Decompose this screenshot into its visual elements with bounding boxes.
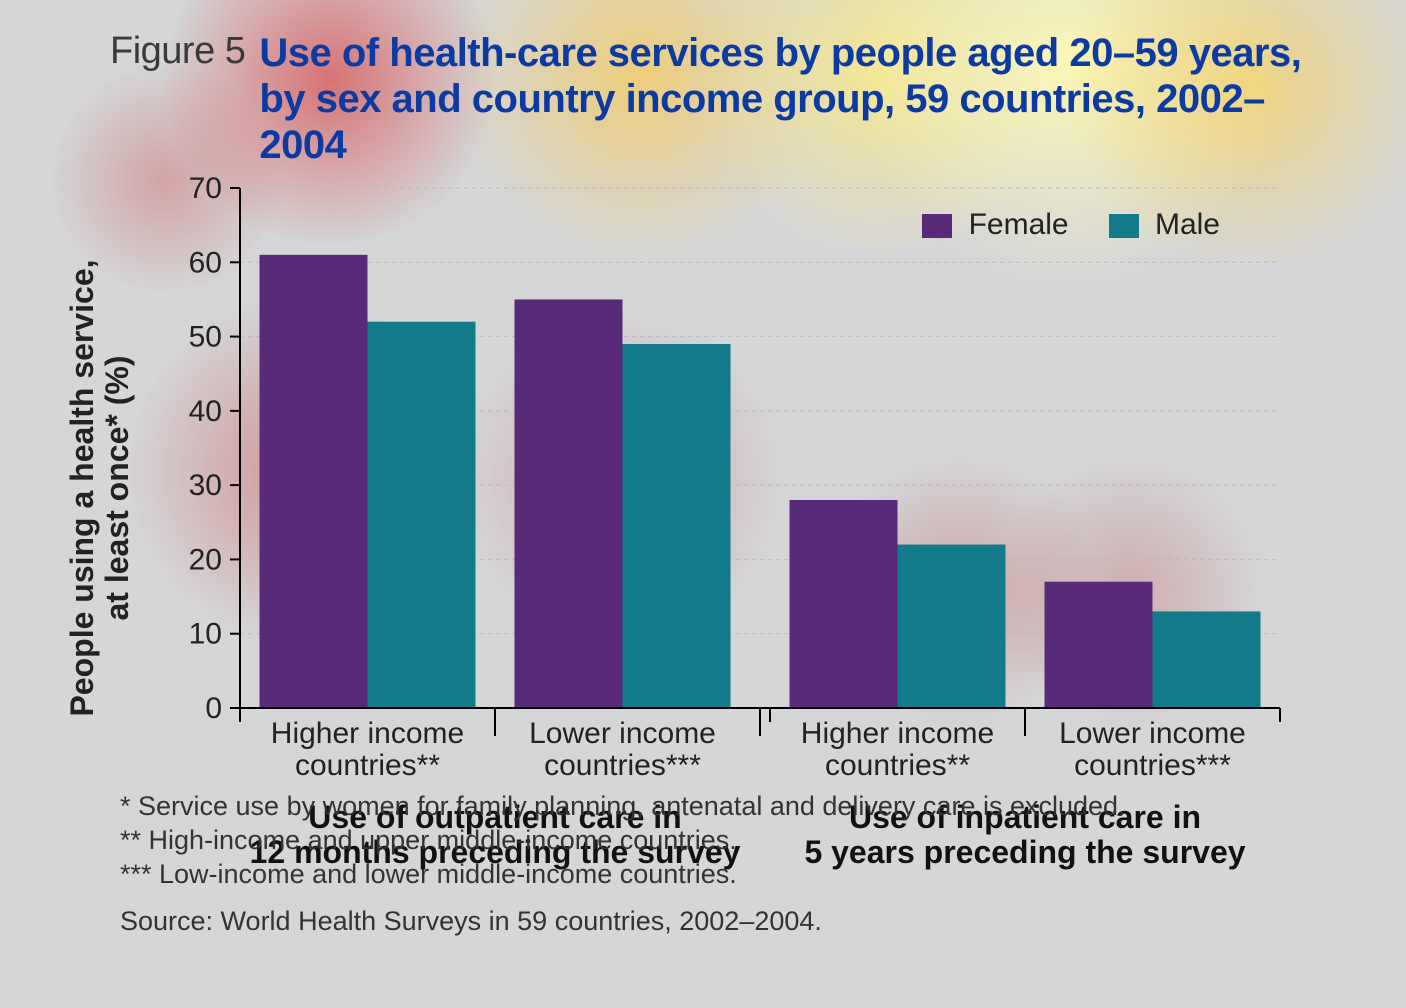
y-axis-label-line1: People using a health service,	[64, 259, 100, 716]
footnote-1: * Service use by women for family planni…	[120, 790, 1126, 824]
bar-male	[1153, 611, 1261, 708]
y-axis-label: People using a health service, at least …	[65, 259, 135, 716]
figure-label: Figure 5	[110, 30, 245, 73]
legend-swatch-male	[1109, 214, 1139, 238]
svg-text:70: 70	[189, 172, 222, 205]
bar-female	[515, 299, 623, 708]
figure-title-line1: Use of health-care services by people ag…	[259, 31, 1301, 75]
plot-area: 010203040506070 Female Male	[240, 188, 1280, 708]
footnote-2: ** High-income and upper middle-income c…	[120, 824, 1126, 858]
svg-text:60: 60	[189, 246, 222, 279]
bar-female	[1045, 582, 1153, 708]
legend-swatch-female	[922, 214, 952, 238]
bar-female	[790, 500, 898, 708]
x-category-label: Higher incomecountries**	[770, 718, 1025, 781]
x-category-label: Higher incomecountries**	[240, 718, 495, 781]
chart: People using a health service, at least …	[110, 188, 1310, 788]
svg-text:10: 10	[189, 618, 222, 651]
bar-male	[368, 322, 476, 708]
svg-text:30: 30	[189, 469, 222, 502]
svg-text:40: 40	[189, 395, 222, 428]
svg-text:0: 0	[205, 692, 222, 725]
x-category-label: Lower incomecountries***	[1025, 718, 1280, 781]
legend-item-female: Female	[922, 208, 1068, 242]
figure-title-row: Figure 5 Use of health-care services by …	[110, 30, 1310, 168]
legend-item-male: Male	[1109, 208, 1220, 242]
figure-title: Use of health-care services by people ag…	[259, 30, 1310, 168]
footnotes: * Service use by women for family planni…	[120, 790, 1126, 939]
source: Source: World Health Surveys in 59 count…	[120, 905, 1126, 939]
y-axis-label-line2: at least once* (%)	[100, 259, 135, 716]
legend-label-male: Male	[1155, 208, 1220, 241]
bar-male	[898, 545, 1006, 708]
legend-label-female: Female	[969, 208, 1069, 241]
svg-text:20: 20	[189, 543, 222, 576]
figure-title-line2: by sex and country income group, 59 coun…	[259, 77, 1264, 167]
footnote-3: *** Low-income and lower middle-income c…	[120, 858, 1126, 892]
legend: Female Male	[922, 208, 1220, 242]
bar-female	[260, 255, 368, 708]
x-category-label: Lower incomecountries***	[495, 718, 750, 781]
svg-text:50: 50	[189, 321, 222, 354]
bar-male	[623, 344, 731, 708]
figure-container: Figure 5 Use of health-care services by …	[110, 30, 1310, 788]
